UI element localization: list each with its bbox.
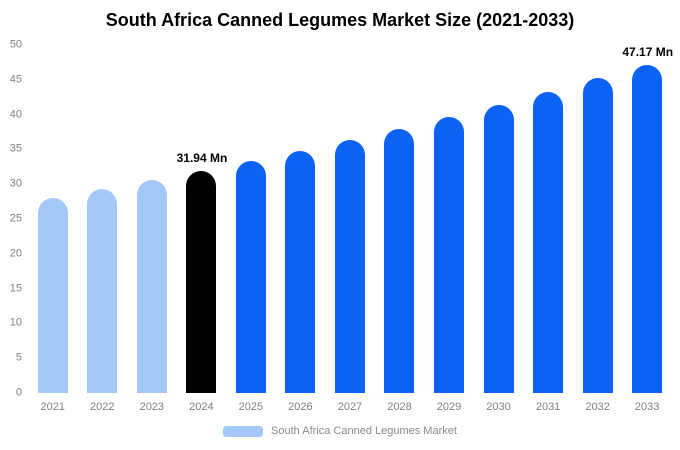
bar-column: 2029 xyxy=(424,45,474,413)
bar-2031 xyxy=(533,91,564,393)
bar-column: 2028 xyxy=(375,45,425,413)
bar-2024 xyxy=(186,170,217,393)
y-tick-label: 40 xyxy=(9,108,22,121)
y-tick-label: 25 xyxy=(9,212,22,225)
x-tick-label: 2021 xyxy=(40,401,65,413)
bar-2032 xyxy=(582,78,613,393)
y-tick-label: 45 xyxy=(9,73,22,86)
x-tick-label: 2028 xyxy=(387,401,412,413)
x-tick-label: 2030 xyxy=(486,401,511,413)
y-tick-label: 15 xyxy=(9,282,22,295)
bar-2033 xyxy=(632,64,663,393)
bar-2023 xyxy=(136,180,167,393)
bar-2022 xyxy=(87,189,118,393)
bar-2027 xyxy=(334,139,365,393)
y-axis: 0 5 10 15 20 25 30 35 40 45 50 xyxy=(0,39,28,398)
bar-column: 2022 xyxy=(78,45,128,413)
y-tick-label: 10 xyxy=(9,316,22,329)
x-tick-label: 2025 xyxy=(238,401,264,413)
data-label: 47.17 Mn xyxy=(622,44,674,59)
bar-2029 xyxy=(434,116,465,393)
y-tick-label: 50 xyxy=(9,38,22,51)
bar-2021 xyxy=(37,197,68,393)
bar-column: 2033 47.17 Mn xyxy=(622,44,674,413)
bar-column: 2032 xyxy=(573,45,623,413)
x-tick-label: 2023 xyxy=(139,401,165,413)
bar-column: 2031 xyxy=(523,45,573,413)
x-tick-label: 2031 xyxy=(535,401,561,413)
bar-column: 2023 xyxy=(127,45,177,413)
data-label: 31.94 Mn xyxy=(176,150,228,165)
plot-area: 2021 2022 2023 2024 31.94 Mn 2025 2026 2027 2028… xyxy=(28,44,674,413)
bar-column: 2021 xyxy=(28,45,78,413)
bar-2026 xyxy=(285,150,316,393)
y-tick-label: 30 xyxy=(9,177,22,190)
bar-column: 2027 xyxy=(325,45,375,413)
legend: South Africa Canned Legumes Market xyxy=(0,425,680,437)
bar-chart: 0 5 10 15 20 25 30 35 40 45 50 2021 2022 2023 2024 31.… xyxy=(0,39,680,413)
bar-column: 2030 xyxy=(474,45,524,413)
bar-column: 2024 31.94 Mn xyxy=(176,45,228,413)
chart-title: South Africa Canned Legumes Market Size … xyxy=(105,10,575,30)
legend-swatch xyxy=(223,425,264,437)
y-tick-label: 5 xyxy=(15,351,22,364)
y-tick-label: 0 xyxy=(15,386,22,399)
bar-2028 xyxy=(384,128,415,393)
bar-column: 2026 xyxy=(276,45,326,413)
bar-2025 xyxy=(235,160,266,393)
legend-label: South Africa Canned Legumes Market xyxy=(271,425,457,437)
x-tick-label: 2029 xyxy=(436,401,462,413)
x-tick-label: 2032 xyxy=(585,401,610,413)
x-tick-label: 2024 xyxy=(189,401,214,413)
x-tick-label: 2022 xyxy=(90,401,115,413)
y-tick-label: 20 xyxy=(9,247,22,260)
x-tick-label: 2026 xyxy=(288,401,313,413)
y-tick-label: 35 xyxy=(9,142,22,155)
bar-2030 xyxy=(483,104,514,393)
bar-column: 2025 xyxy=(226,45,276,413)
x-tick-label: 2033 xyxy=(634,401,660,413)
x-tick-label: 2027 xyxy=(337,401,363,413)
